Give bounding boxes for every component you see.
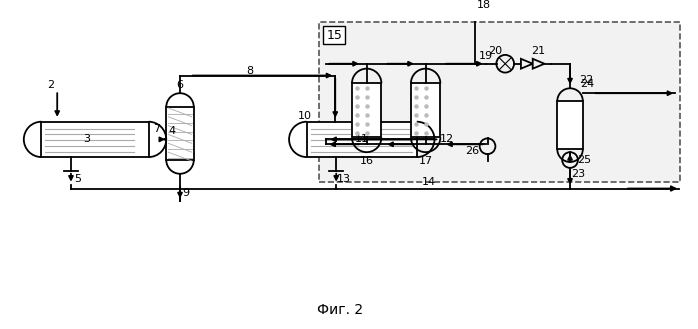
Bar (306, 122, 417, 157)
Text: 21: 21 (532, 46, 546, 56)
Bar (166, 107, 194, 160)
Text: 14: 14 (422, 177, 436, 187)
Text: 18: 18 (477, 0, 491, 10)
Text: 2: 2 (47, 80, 54, 90)
Text: 17: 17 (419, 156, 433, 166)
Text: 6: 6 (177, 80, 184, 90)
Text: 8: 8 (246, 65, 253, 76)
Text: 3: 3 (84, 134, 91, 144)
Text: 26: 26 (465, 146, 479, 156)
Text: 10: 10 (298, 111, 312, 121)
Text: 23: 23 (571, 169, 585, 179)
Bar (352, 83, 381, 138)
Text: 9: 9 (182, 189, 189, 198)
Text: Фиг. 2: Фиг. 2 (317, 303, 363, 317)
Text: 19: 19 (479, 51, 493, 61)
Bar (318, 22, 680, 182)
Text: 5: 5 (75, 174, 82, 184)
Text: 15: 15 (327, 29, 342, 42)
Bar (557, 101, 583, 149)
Text: 25: 25 (577, 155, 591, 165)
Text: 16: 16 (359, 156, 373, 166)
Text: 4: 4 (168, 126, 175, 136)
Text: 12: 12 (439, 134, 454, 144)
Text: 7: 7 (153, 124, 160, 134)
Text: 13: 13 (337, 174, 351, 184)
Bar (41, 122, 149, 157)
Bar (323, 26, 345, 44)
Text: 11: 11 (355, 134, 369, 144)
Text: 20: 20 (489, 46, 503, 56)
Text: 22: 22 (579, 75, 593, 86)
Bar (411, 83, 440, 138)
Text: 24: 24 (579, 79, 594, 89)
